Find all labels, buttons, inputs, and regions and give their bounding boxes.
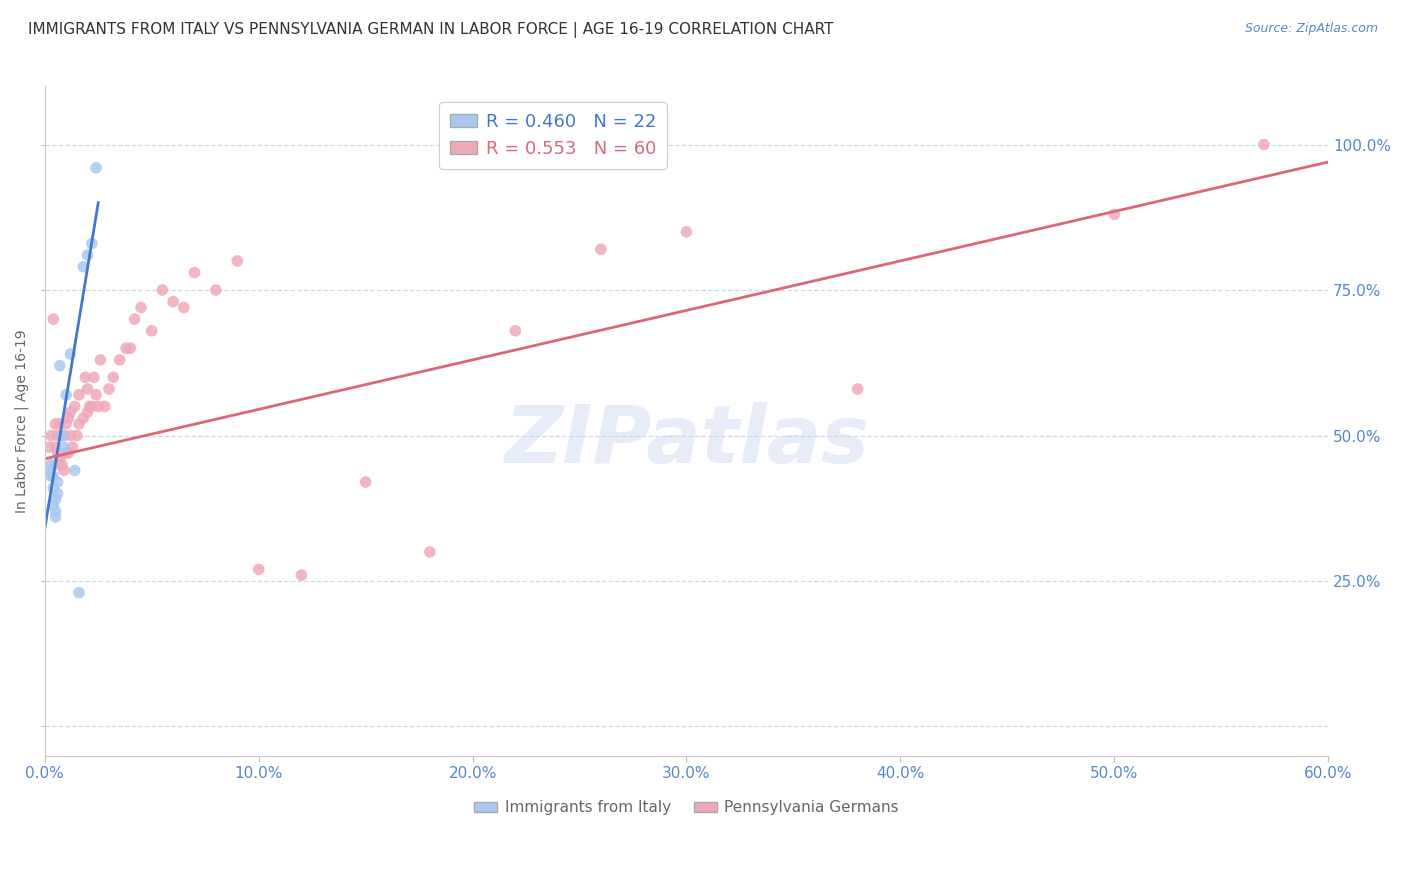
Point <box>51 458 73 472</box>
Point <box>129 301 152 315</box>
Point <box>66 428 89 442</box>
Point <box>39 469 62 483</box>
Point <box>55 446 77 460</box>
Point <box>46 475 69 489</box>
Point <box>44 417 66 431</box>
Point <box>38 463 60 477</box>
Point <box>51 428 73 442</box>
Point <box>87 400 110 414</box>
Point <box>44 510 66 524</box>
Point <box>419 545 441 559</box>
Point <box>103 370 125 384</box>
Point <box>67 585 90 599</box>
Point <box>115 341 138 355</box>
Point <box>72 411 94 425</box>
Point <box>84 388 107 402</box>
Point <box>39 428 62 442</box>
Point <box>79 400 101 414</box>
Point <box>62 440 84 454</box>
Point <box>63 400 86 414</box>
Point <box>55 388 77 402</box>
Point <box>97 382 120 396</box>
Point <box>42 499 65 513</box>
Point <box>59 347 82 361</box>
Point <box>124 312 146 326</box>
Point <box>67 388 90 402</box>
Point <box>63 463 86 477</box>
Point <box>53 463 76 477</box>
Point <box>76 382 98 396</box>
Point <box>67 417 90 431</box>
Point <box>84 161 107 175</box>
Point <box>48 417 70 431</box>
Point <box>89 352 111 367</box>
Point <box>354 475 377 489</box>
Point <box>226 254 249 268</box>
Point <box>51 428 73 442</box>
Point <box>75 370 97 384</box>
Point <box>505 324 527 338</box>
Point <box>55 417 77 431</box>
Point <box>183 266 205 280</box>
Point <box>76 248 98 262</box>
Point <box>162 294 184 309</box>
Point <box>120 341 142 355</box>
Point <box>53 440 76 454</box>
Point <box>846 382 869 396</box>
Point <box>59 428 82 442</box>
Point <box>72 260 94 274</box>
Point <box>48 451 70 466</box>
Point <box>80 400 103 414</box>
Point <box>38 440 60 454</box>
Point <box>53 428 76 442</box>
Point <box>152 283 174 297</box>
Point <box>58 411 80 425</box>
Point <box>42 481 65 495</box>
Legend: Immigrants from Italy, Pennsylvania Germans: Immigrants from Italy, Pennsylvania Germ… <box>468 794 905 822</box>
Point <box>58 446 80 460</box>
Point <box>46 446 69 460</box>
Point <box>80 236 103 251</box>
Point <box>675 225 697 239</box>
Point <box>76 405 98 419</box>
Point <box>205 283 228 297</box>
Point <box>44 504 66 518</box>
Point <box>46 486 69 500</box>
Point <box>93 400 115 414</box>
Point <box>59 405 82 419</box>
Point <box>108 352 131 367</box>
Point <box>46 428 69 442</box>
Point <box>83 370 105 384</box>
Text: IMMIGRANTS FROM ITALY VS PENNSYLVANIA GERMAN IN LABOR FORCE | AGE 16-19 CORRELAT: IMMIGRANTS FROM ITALY VS PENNSYLVANIA GE… <box>28 22 834 38</box>
Point <box>48 359 70 373</box>
Point <box>247 562 270 576</box>
Point <box>42 469 65 483</box>
Point <box>44 440 66 454</box>
Point <box>1102 207 1125 221</box>
Point <box>1253 137 1275 152</box>
Point <box>141 324 163 338</box>
Text: ZIPatlas: ZIPatlas <box>503 402 869 480</box>
Point <box>39 458 62 472</box>
Point <box>42 312 65 326</box>
Point <box>589 242 612 256</box>
Point <box>290 568 312 582</box>
Point <box>44 492 66 507</box>
Point <box>173 301 195 315</box>
Y-axis label: In Labor Force | Age 16-19: In Labor Force | Age 16-19 <box>15 329 30 513</box>
Text: Source: ZipAtlas.com: Source: ZipAtlas.com <box>1244 22 1378 36</box>
Point <box>44 458 66 472</box>
